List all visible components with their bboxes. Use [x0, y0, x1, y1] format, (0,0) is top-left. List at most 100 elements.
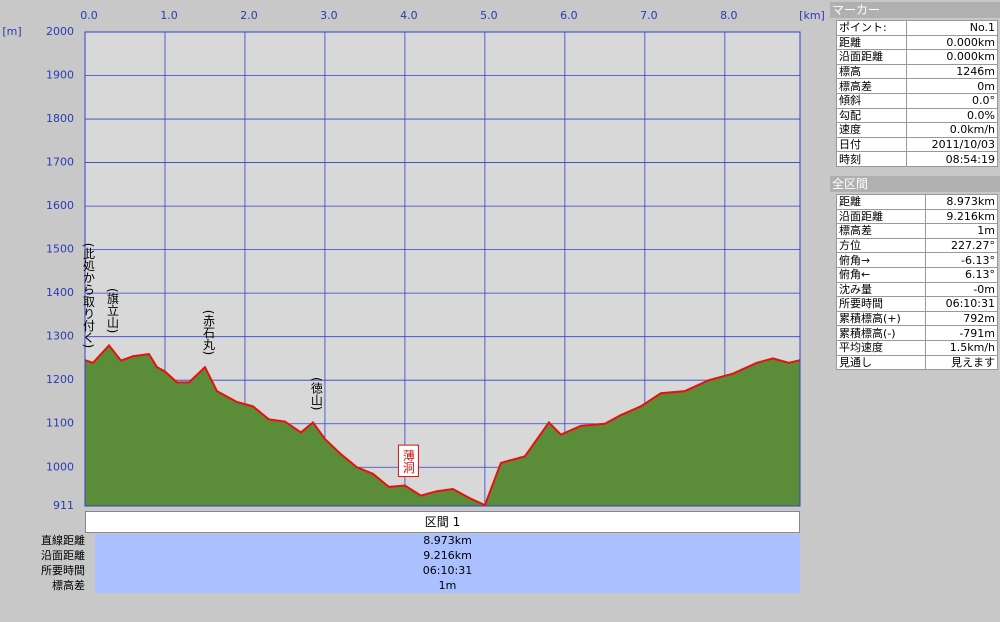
- label: 標高差: [835, 78, 908, 94]
- y-tick-label: 2000: [46, 25, 74, 38]
- value: 08:54:19: [906, 151, 998, 167]
- value: -791m: [924, 325, 999, 341]
- y-tick-label: 911: [53, 499, 74, 512]
- label: ポイント:: [835, 20, 908, 36]
- marker-title: マーカー: [830, 2, 1000, 18]
- row: 俯角← 6.13°: [836, 266, 999, 283]
- row: 日付 2011/10/03: [835, 136, 998, 153]
- x-tick-label: 5.0: [480, 9, 498, 22]
- y-tick-label: 1400: [46, 286, 74, 299]
- x-unit: [km]: [799, 9, 825, 22]
- label: 日付: [835, 136, 908, 153]
- row: 距離 0.000km: [835, 34, 998, 51]
- row: 沿面距離 9.216km: [836, 208, 999, 225]
- value: 見えます: [924, 354, 999, 371]
- label: 見通し: [836, 354, 926, 371]
- section-table: 直線距離 8.973km 沿面距離 9.216km 所要時間 06:10:31 標高差 1m: [0, 534, 800, 594]
- row: 見通し 見えます: [836, 354, 999, 371]
- all-table: 距離 8.973km 沿面距離 9.216km 標高差 1m 方位 227.27° 俯角→ -6.…: [836, 194, 999, 371]
- y-unit: [m]: [2, 25, 21, 38]
- label: 俯角→: [836, 252, 926, 268]
- label: 沈み量: [836, 281, 926, 298]
- row: 標高 1246m: [835, 63, 998, 80]
- y-tick-label: 1500: [46, 243, 74, 256]
- row: 勾配 0.0%: [835, 107, 998, 124]
- label: 標高: [835, 63, 908, 80]
- value: 6.13°: [924, 266, 999, 283]
- label: 標高差: [836, 223, 926, 239]
- value: 1.5km/h: [924, 339, 999, 356]
- label: 距離: [836, 194, 926, 210]
- x-tick-label: 3.0: [320, 9, 338, 22]
- label: 累積標高(-): [836, 325, 926, 341]
- label: 平均速度: [836, 339, 926, 356]
- value: No.1: [906, 20, 998, 36]
- label: 直線距離: [0, 534, 95, 549]
- value: 9.216km: [95, 548, 800, 564]
- value: 227.27°: [924, 237, 999, 254]
- elevation-chart: [m] [km] 0.0 1.0 2.0 3.0 4.0 5.0 6.0 7.0 8.0 911 1…: [2, 9, 825, 512]
- marker-table: ポイント: No.1 距離 0.000km 沿面距離 0.000km 標高 1246m 標高差 0…: [835, 20, 998, 167]
- row: 直線距離 8.973km: [0, 534, 800, 549]
- label: 時刻: [835, 151, 908, 167]
- value: 06:10:31: [924, 296, 999, 312]
- value: -0m: [924, 281, 999, 298]
- value: 0.0°: [906, 92, 998, 109]
- y-tick-label: 1900: [46, 69, 74, 82]
- x-tick-label: 6.0: [560, 9, 578, 22]
- x-tick-label: 2.0: [240, 9, 258, 22]
- row: 速度 0.0km/h: [835, 122, 998, 138]
- annotation: (此処から取り付く): [82, 243, 96, 348]
- row: 傾斜 0.0°: [835, 92, 998, 109]
- x-tick-label: 4.0: [400, 9, 418, 22]
- label: 方位: [836, 237, 926, 254]
- value: 0.000km: [906, 49, 998, 65]
- row: 所要時間 06:10:31: [836, 296, 999, 312]
- row: 累積標高(-) -791m: [836, 325, 999, 341]
- annotation: 薄洞: [401, 448, 415, 473]
- y-tick-label: 1600: [46, 199, 74, 212]
- row: 平均速度 1.5km/h: [836, 339, 999, 356]
- elevation-line: [84, 343, 801, 507]
- row: 沈み量 -0m: [836, 281, 999, 298]
- value: 1m: [95, 578, 800, 594]
- y-tick-label: 1300: [46, 330, 74, 343]
- annotation: (旗立山): [105, 288, 119, 333]
- value: 0.0%: [906, 107, 998, 124]
- y-tick-label: 1700: [46, 156, 74, 169]
- value: -6.13°: [924, 252, 999, 268]
- label: 累積標高(+): [836, 310, 926, 327]
- label: 沿面距離: [835, 49, 908, 65]
- label: 所要時間: [836, 296, 926, 312]
- y-tick-label: 1100: [46, 417, 74, 430]
- row: 方位 227.27°: [836, 237, 999, 254]
- annotation: (赤石丸): [201, 310, 215, 355]
- x-tick-label: 8.0: [720, 9, 738, 22]
- label: 俯角←: [836, 266, 926, 283]
- value: 2011/10/03: [906, 136, 998, 153]
- label: 沿面距離: [836, 208, 926, 225]
- row: 時刻 08:54:19: [835, 151, 998, 167]
- value: 792m: [924, 310, 999, 327]
- row: 距離 8.973km: [836, 194, 999, 210]
- row: ポイント: No.1: [835, 20, 998, 36]
- value: 0.000km: [906, 34, 998, 51]
- y-tick-label: 1200: [46, 373, 74, 386]
- value: 8.973km: [95, 534, 800, 549]
- value: 1246m: [906, 63, 998, 80]
- plot-border: [84, 31, 801, 507]
- value: 9.216km: [924, 208, 999, 225]
- annotation-box: [397, 444, 419, 478]
- value: 8.973km: [924, 194, 999, 210]
- value: 06:10:31: [95, 563, 800, 579]
- row: 標高差 1m: [0, 578, 800, 594]
- label: 沿面距離: [0, 548, 95, 564]
- y-tick-label: 1000: [46, 460, 74, 473]
- y-tick-label: 1800: [46, 112, 74, 125]
- row: 沿面距離 9.216km: [0, 548, 800, 564]
- x-tick-label: 0.0: [80, 9, 98, 22]
- x-tick-label: 1.0: [160, 9, 178, 22]
- label: 速度: [835, 122, 908, 138]
- value: 1m: [924, 223, 999, 239]
- x-tick-label: 7.0: [640, 9, 658, 22]
